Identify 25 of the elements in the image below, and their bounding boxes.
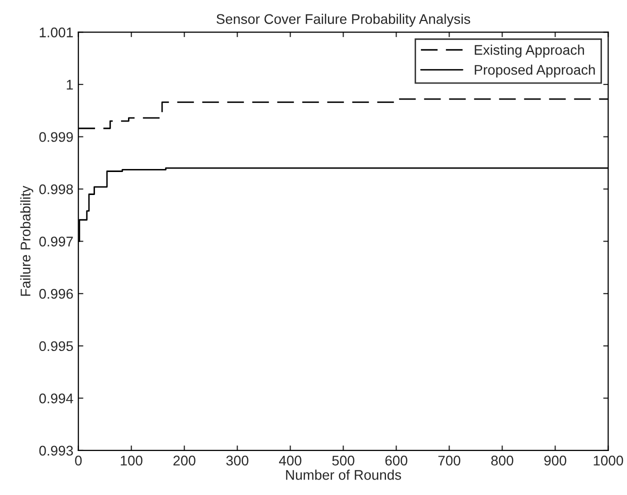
x-tick-label: 900 [544, 456, 566, 466]
x-tick-label: 800 [491, 456, 514, 466]
x-tick-label: 300 [226, 456, 248, 466]
x-tick-label: 0 [75, 456, 82, 466]
y-tick-label: 0.994 [39, 394, 74, 404]
legend-label: Existing Approach [474, 44, 584, 58]
x-tick-label: 500 [332, 456, 354, 466]
x-tick-label: 200 [173, 456, 196, 466]
y-tick-label: 0.999 [39, 132, 73, 142]
legend-label: Proposed Approach [474, 64, 595, 78]
y-tick-label: 1 [66, 80, 73, 90]
x-axis-title: Number of Rounds [286, 470, 402, 480]
x-tick-label: 1000 [594, 456, 624, 466]
x-tick-label: 700 [438, 456, 460, 466]
y-tick-label: 0.996 [39, 288, 73, 299]
x-tick-label: 600 [385, 456, 408, 466]
y-tick-label: 0.997 [39, 236, 73, 246]
y-tick-label: 0.998 [39, 184, 73, 194]
y-tick-label: 0.993 [39, 446, 73, 456]
y-axis-title: Failure Probability [20, 186, 34, 296]
y-tick-label: 1.001 [40, 28, 73, 38]
chart-title: Sensor Cover Failure Probability Analysis [216, 14, 470, 27]
x-tick-label: 100 [120, 456, 142, 466]
x-tick-label: 400 [279, 456, 302, 466]
y-tick-label: 0.995 [39, 341, 73, 352]
